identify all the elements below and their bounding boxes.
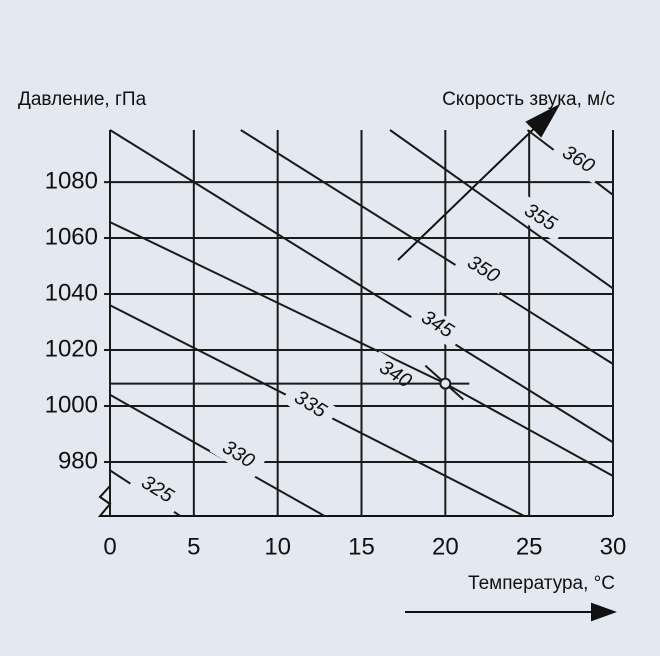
x-tick-label: 0 (103, 533, 116, 560)
y-tick-label: 980 (58, 447, 98, 474)
x-tick-label: 15 (348, 533, 375, 560)
speed-label: Скорость звука, м/с (442, 89, 615, 110)
speed-line (109, 129, 614, 444)
y-tick-label: 1000 (45, 391, 98, 418)
y-tick-label: 1040 (45, 279, 98, 306)
speed-line (240, 129, 614, 365)
label-bg (209, 431, 267, 479)
x-tick-label: 25 (516, 533, 543, 560)
label-bg (366, 351, 424, 399)
label-bg (454, 246, 512, 294)
y-tick-label: 1060 (45, 223, 98, 250)
label-bg (281, 381, 339, 429)
x-axis-label: Температура, °C (468, 573, 615, 594)
label-bg (549, 136, 607, 184)
arrowhead (525, 103, 561, 138)
y-tick-label: 1020 (45, 335, 98, 362)
x-tick-label: 5 (187, 533, 200, 560)
label-bg (128, 466, 186, 514)
x-tick-label: 10 (264, 533, 291, 560)
y-tick-label: 1080 (45, 167, 98, 194)
speed-line (389, 129, 614, 290)
example-point (439, 377, 452, 390)
label-bg (511, 194, 569, 242)
label-bg (408, 301, 466, 349)
arrowhead (591, 602, 617, 622)
y-axis-label: Давление, гПа (18, 89, 147, 110)
x-tick-label: 30 (600, 533, 627, 560)
x-tick-label: 20 (432, 533, 459, 560)
